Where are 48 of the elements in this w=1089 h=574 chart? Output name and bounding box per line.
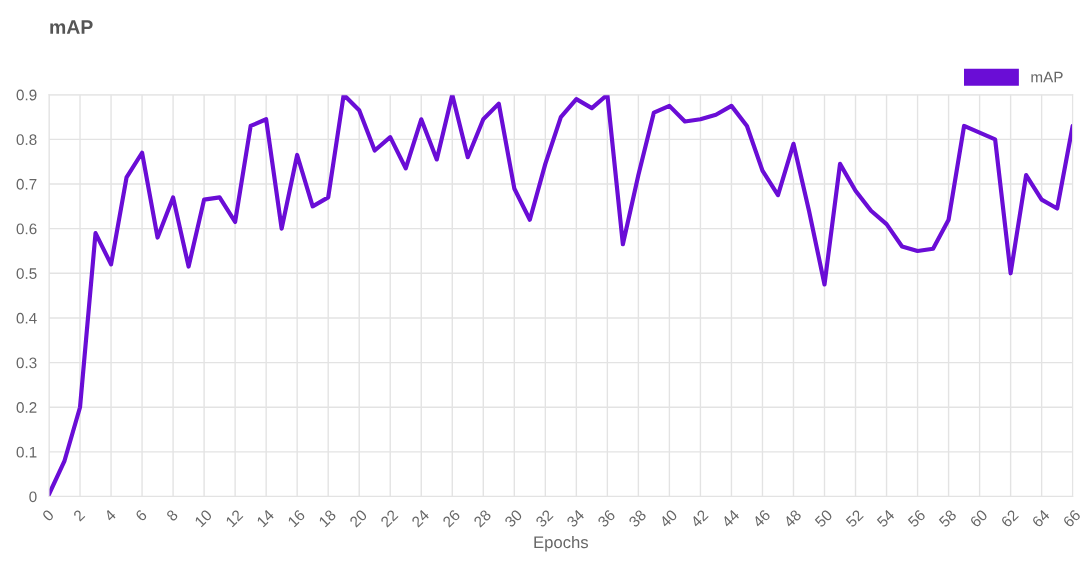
- x-tick-label: 2: [72, 509, 86, 522]
- x-tick-label: 44: [721, 509, 740, 528]
- y-tick-label: 0.8: [16, 134, 37, 146]
- x-tick-label: 54: [876, 509, 896, 528]
- x-tick-label: 40: [658, 509, 678, 529]
- x-tick-label: 16: [287, 509, 306, 528]
- y-tick-label: 0.2: [16, 402, 37, 413]
- x-tick-label: 24: [411, 508, 430, 528]
- y-tick-label: 0.9: [16, 89, 37, 101]
- x-axis-title: Epochs: [534, 535, 589, 552]
- x-tick-label: 22: [380, 509, 399, 528]
- line-series: [49, 94, 1073, 497]
- x-tick-label: 0: [41, 509, 55, 522]
- x-tick-label: 8: [165, 509, 179, 522]
- x-tick-label: 26: [442, 509, 461, 528]
- y-tick-label: 0.6: [16, 223, 37, 235]
- x-tick-label: 12: [225, 509, 244, 528]
- legend-label: mAP: [1031, 71, 1063, 83]
- x-tick-label: 14: [256, 509, 275, 528]
- y-tick-label: 0: [29, 491, 37, 503]
- x-tick-label: 42: [689, 509, 709, 528]
- x-tick-label: 60: [969, 509, 989, 528]
- y-tick-label: 0.5: [16, 268, 37, 279]
- x-tick-label: 6: [134, 509, 148, 522]
- y-tick-label: 0.3: [16, 357, 37, 369]
- x-tick-label: 4: [103, 509, 117, 522]
- x-tick-label: 34: [566, 508, 585, 528]
- x-tick-label: 36: [597, 509, 616, 528]
- x-tick-label: 20: [348, 509, 368, 528]
- x-tick-label: 38: [628, 509, 647, 528]
- chart-title: mAP: [50, 20, 93, 34]
- y-tick-label: 0.7: [16, 178, 37, 190]
- x-tick-label: 10: [194, 509, 213, 528]
- x-tick-label: 28: [473, 509, 492, 528]
- x-tick-label: 64: [1031, 508, 1051, 528]
- x-tick-label: 66: [1062, 509, 1082, 528]
- x-tick-label: 48: [782, 509, 802, 529]
- x-tick-label: 32: [534, 509, 554, 528]
- x-tick-label: 56: [907, 509, 926, 528]
- x-tick-label: 58: [938, 509, 958, 528]
- x-tick-label: 46: [751, 509, 771, 529]
- x-tick-label: 18: [318, 509, 337, 528]
- y-tick-label: 0.1: [16, 446, 37, 458]
- x-tick-label: 62: [1000, 509, 1019, 528]
- x-tick-label: 50: [814, 509, 833, 528]
- y-tick-label: 0.4: [16, 312, 37, 324]
- x-tick-label: 30: [503, 509, 523, 528]
- x-tick-label: 52: [845, 509, 864, 528]
